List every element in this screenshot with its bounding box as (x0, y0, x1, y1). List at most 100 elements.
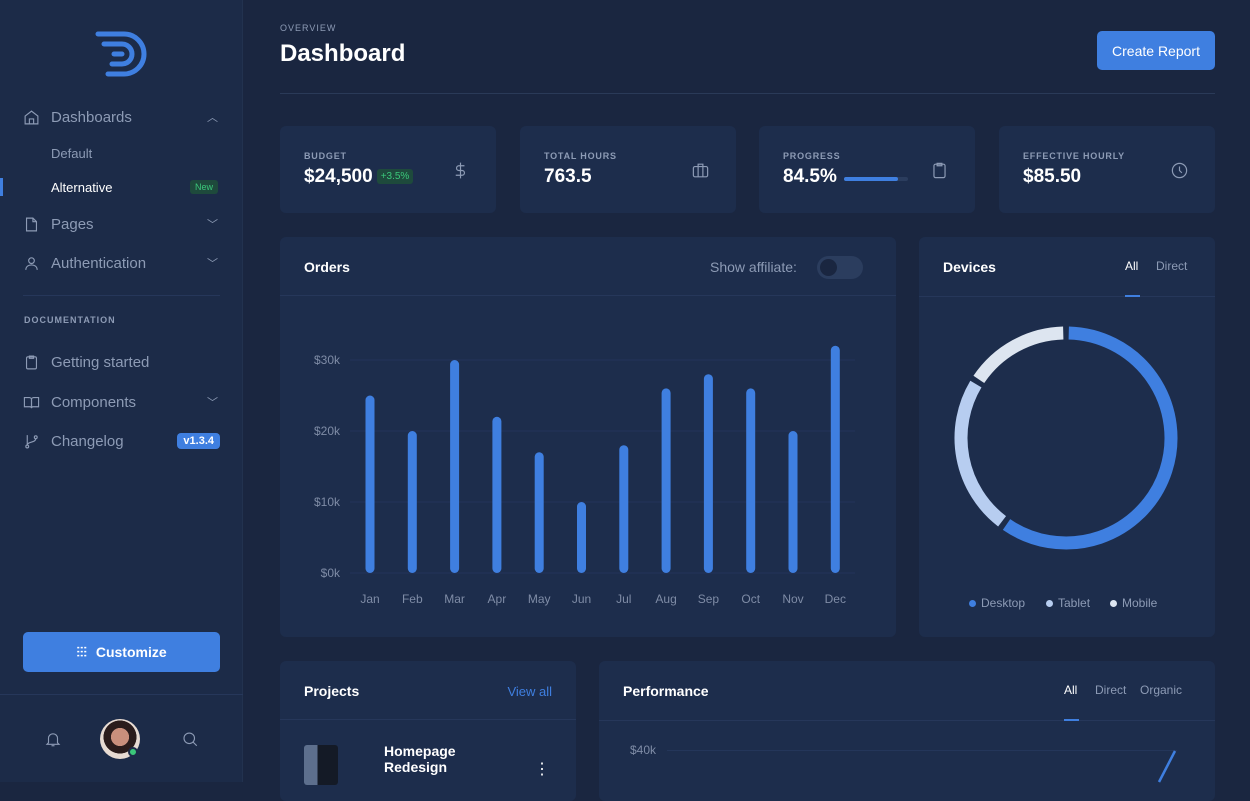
orders-card: Orders Show affiliate: $0k $10k $20k $30k Ja… (280, 237, 896, 637)
sidebar-sub-alternative[interactable]: Alternative (51, 180, 113, 195)
show-affiliate-toggle[interactable] (817, 256, 863, 279)
x-tick-label: Jul (616, 592, 631, 606)
stat-card-total-hours: TOTAL HOURS 763.5 (520, 126, 736, 213)
bar-jul (619, 445, 629, 573)
x-tick-label: Apr (488, 592, 507, 606)
new-badge: New (190, 180, 219, 194)
tab-direct[interactable]: Direct (1095, 683, 1127, 697)
x-tick-label: Feb (402, 592, 423, 606)
progress-bar (844, 177, 908, 181)
bar-mar (450, 360, 460, 573)
orders-bar-chart: $0k $10k $20k $30k Jan Feb Mar Apr May Jun Jul Aug S… (314, 345, 855, 606)
git-branch-icon (25, 434, 38, 448)
divider (919, 296, 1215, 297)
user-icon (25, 256, 38, 270)
bar-oct (746, 388, 756, 573)
stat-value: 763.5 (544, 166, 592, 187)
sidebar-item-label: Components (51, 393, 137, 411)
performance-card: Performance All Direct Organic $40k (599, 661, 1215, 801)
sidebar-item-authentication[interactable]: Authentication ﹀ (23, 251, 220, 275)
card-title: Projects (304, 683, 360, 699)
legend-label: Tablet (1058, 596, 1091, 610)
sidebar-item-label: Changelog (51, 432, 124, 450)
active-indicator (0, 178, 3, 196)
sidebar-item-label: Dashboards (51, 108, 132, 126)
slice-mobile (973, 326, 1064, 384)
bar-nov (788, 431, 798, 573)
x-tick-label: Sep (698, 592, 720, 606)
y-tick-label: $20k (314, 424, 341, 438)
legend-mobile: Mobile (1110, 596, 1157, 610)
project-name-line: Homepage (384, 743, 456, 759)
sidebar-item-label: Pages (51, 215, 94, 233)
bar-may (534, 452, 544, 573)
logo-icon[interactable] (94, 30, 150, 78)
customize-button[interactable]: ⫶⫶⫶ Customize (23, 632, 220, 672)
card-title: Performance (623, 683, 709, 699)
bell-icon[interactable] (44, 730, 62, 748)
clock-icon (1171, 162, 1188, 179)
sidebar-item-label: Authentication (51, 254, 147, 272)
search-icon[interactable] (181, 730, 199, 748)
project-name-line: Redesign (384, 759, 448, 775)
y-tick-label: $10k (314, 495, 341, 509)
divider (280, 93, 1215, 94)
file-icon (25, 217, 38, 231)
book-icon (23, 396, 40, 408)
bar-feb (407, 431, 417, 573)
stat-label: TOTAL HOURS (544, 151, 617, 161)
y-tick-label: $0k (321, 566, 341, 580)
project-name[interactable]: Homepage Redesign (384, 743, 456, 775)
tab-organic[interactable]: Organic (1140, 683, 1183, 697)
clipboard-icon (933, 162, 946, 179)
sliders-icon: ⫶⫶⫶ (76, 643, 87, 660)
sidebar-item-changelog[interactable]: Changelog v1.3.4 (23, 429, 220, 453)
briefcase-icon (692, 163, 709, 178)
sidebar-sub-default[interactable]: Default (51, 146, 93, 161)
x-tick-label: May (528, 592, 551, 606)
sidebar-item-dashboards[interactable]: Dashboards ︿ (23, 105, 220, 129)
divider (0, 694, 243, 695)
y-tick-label: $30k (314, 353, 341, 367)
bar-aug (661, 388, 671, 573)
chevron-down-icon: ﹀ (207, 258, 218, 270)
progress-fill (844, 177, 899, 181)
tab-direct[interactable]: Direct (1156, 259, 1188, 273)
more-options-icon[interactable]: ⋮ (534, 761, 550, 778)
x-tick-label: Oct (741, 592, 760, 606)
x-tick-label: Dec (825, 592, 846, 606)
stat-value: $85.50 (1023, 166, 1082, 187)
tab-all[interactable]: All (1125, 259, 1139, 273)
section-heading: DOCUMENTATION (24, 315, 116, 325)
divider (599, 720, 1215, 721)
view-all-link[interactable]: View all (507, 684, 552, 699)
card-title: Orders (304, 259, 350, 275)
legend-tablet: Tablet (1046, 596, 1090, 610)
sidebar-item-label: Getting started (51, 353, 150, 371)
toggle-knob (820, 259, 837, 276)
sidebar-item-getting-started[interactable]: Getting started (23, 350, 220, 374)
legend-dot (969, 599, 976, 607)
performance-line (1157, 750, 1177, 783)
stat-value: 84.5% (783, 166, 837, 187)
sidebar-item-pages[interactable]: Pages ﹀ (23, 212, 220, 236)
stat-label: EFFECTIVE HOURLY (1023, 151, 1125, 161)
stat-value-text: $24,500 (304, 166, 373, 187)
x-tick-label: Jun (572, 592, 591, 606)
customize-label: Customize (95, 644, 167, 660)
sidebar-item-components[interactable]: Components ﹀ (23, 390, 220, 414)
page-title: Dashboard (280, 40, 406, 67)
devices-donut-chart (954, 326, 1178, 550)
bar-jan (365, 395, 375, 573)
x-tick-label: Nov (782, 592, 803, 606)
create-report-button[interactable]: Create Report (1097, 31, 1215, 70)
tab-all[interactable]: All (1064, 683, 1078, 697)
projects-card: Projects View all Homepage Redesign ⋮ (280, 661, 576, 801)
active-tab-indicator (1125, 295, 1140, 297)
slice-desktop (1002, 326, 1178, 550)
chevron-down-icon: ﹀ (207, 397, 218, 409)
gridline (667, 750, 1177, 751)
project-thumbnail[interactable] (304, 745, 338, 785)
bar-jun (577, 502, 586, 573)
legend-label: Desktop (981, 596, 1026, 610)
